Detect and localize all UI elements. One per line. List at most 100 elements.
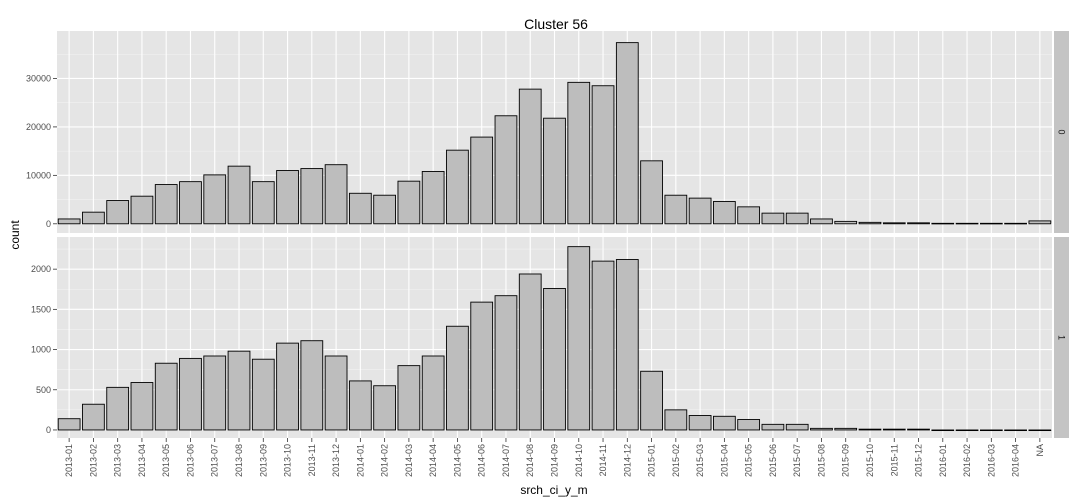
bar <box>858 221 882 225</box>
bar <box>227 165 251 225</box>
bar <box>57 218 81 225</box>
bar <box>882 428 906 431</box>
bar <box>300 340 324 431</box>
x-tick-label: 2016-01 <box>938 444 948 477</box>
bar <box>737 419 761 431</box>
x-tick-label: 2015-04 <box>719 444 729 477</box>
bar <box>543 288 566 431</box>
x-tick-label: 2013-05 <box>161 444 171 477</box>
x-tick-label: 2015-11 <box>889 444 899 476</box>
bar <box>907 428 930 431</box>
x-tick-label: 2015-01 <box>647 444 657 477</box>
bar <box>106 386 130 431</box>
facet-strip <box>1054 31 1069 233</box>
x-tick-label: 2013-06 <box>185 444 195 477</box>
bar <box>640 160 663 225</box>
bar <box>737 206 761 225</box>
x-tick-label: 2016-02 <box>962 444 972 477</box>
x-tick-label: 2015-12 <box>914 444 924 477</box>
x-tick-label: 2013-11 <box>307 444 317 476</box>
facet-strip-label: 0 <box>1057 129 1067 134</box>
bar <box>470 301 494 431</box>
bar <box>761 423 785 431</box>
bar <box>640 370 663 431</box>
bar <box>979 429 1003 432</box>
x-tick-label: 2016-03 <box>986 444 996 477</box>
bar <box>421 171 445 225</box>
bar <box>834 427 858 431</box>
bar <box>567 246 591 431</box>
y-axis-title: count <box>8 220 22 250</box>
bar <box>421 355 445 431</box>
x-tick-label: 2015-07 <box>792 444 802 477</box>
bar <box>446 325 469 431</box>
x-tick-label: 2013-07 <box>210 444 220 477</box>
y-tick-label: 30000 <box>26 73 51 83</box>
bar <box>1004 429 1027 432</box>
bar <box>203 355 227 431</box>
bar <box>300 168 324 225</box>
x-tick-label: 2014-04 <box>428 444 438 477</box>
x-tick-label: NA <box>1035 444 1045 457</box>
bar <box>130 382 154 431</box>
bar <box>373 194 396 225</box>
bar <box>713 415 736 431</box>
bar <box>470 136 494 225</box>
bar <box>543 117 566 225</box>
bar <box>785 423 809 431</box>
x-tick-label: 2014-06 <box>477 444 487 477</box>
bar <box>761 212 785 225</box>
bar <box>713 201 736 225</box>
bar <box>251 181 275 225</box>
x-tick-label: 2013-12 <box>331 444 341 477</box>
x-tick-label: 2014-09 <box>550 444 560 477</box>
bar <box>1004 222 1027 225</box>
x-tick-label: 2015-02 <box>671 444 681 477</box>
x-tick-label: 2015-09 <box>841 444 851 477</box>
x-tick-label: 2013-10 <box>283 444 293 477</box>
bar <box>348 192 372 225</box>
y-tick-label: 500 <box>36 385 51 395</box>
x-tick-label: 2013-09 <box>258 444 268 477</box>
bar <box>955 222 979 225</box>
x-tick-label: 2016-04 <box>1011 444 1021 477</box>
bar <box>810 218 833 225</box>
x-tick-label: 2014-01 <box>355 444 365 477</box>
bar <box>567 81 591 225</box>
y-tick-label: 0 <box>46 219 51 229</box>
x-tick-label: 2014-05 <box>452 444 462 477</box>
bar <box>882 222 906 225</box>
x-tick-label: 2014-08 <box>525 444 535 477</box>
x-tick-label: 2014-12 <box>622 444 632 477</box>
chart-title: Cluster 56 <box>524 16 588 32</box>
bar <box>907 222 930 225</box>
bar <box>834 220 858 225</box>
bar <box>397 365 421 431</box>
bar <box>227 350 251 431</box>
x-tick-label: 2015-06 <box>768 444 778 477</box>
bar <box>615 259 639 431</box>
bar <box>397 180 421 225</box>
bar <box>1028 220 1052 225</box>
bar <box>348 380 372 431</box>
bar <box>179 357 202 431</box>
x-tick-label: 2013-01 <box>64 444 74 477</box>
x-tick-label: 2014-02 <box>380 444 390 477</box>
x-tick-label: 2014-03 <box>404 444 414 477</box>
bar <box>858 428 882 431</box>
bar <box>154 362 178 431</box>
bar <box>591 260 615 431</box>
plot-area: 0 10000 20000 30000 0 0 500 1000 1500 2000 1 2013-0… <box>26 31 1069 477</box>
bar <box>494 115 518 225</box>
bar <box>664 194 688 225</box>
bar <box>324 164 348 225</box>
y-tick-label: 0 <box>46 425 51 435</box>
bar <box>931 429 955 432</box>
x-tick-label: 2013-03 <box>113 444 123 477</box>
x-tick-label: 2014-11 <box>598 444 608 476</box>
x-tick-label: 2014-07 <box>501 444 511 477</box>
bar <box>57 418 81 431</box>
x-tick-label: 2015-03 <box>695 444 705 477</box>
bar <box>251 358 275 431</box>
bar <box>82 211 105 225</box>
